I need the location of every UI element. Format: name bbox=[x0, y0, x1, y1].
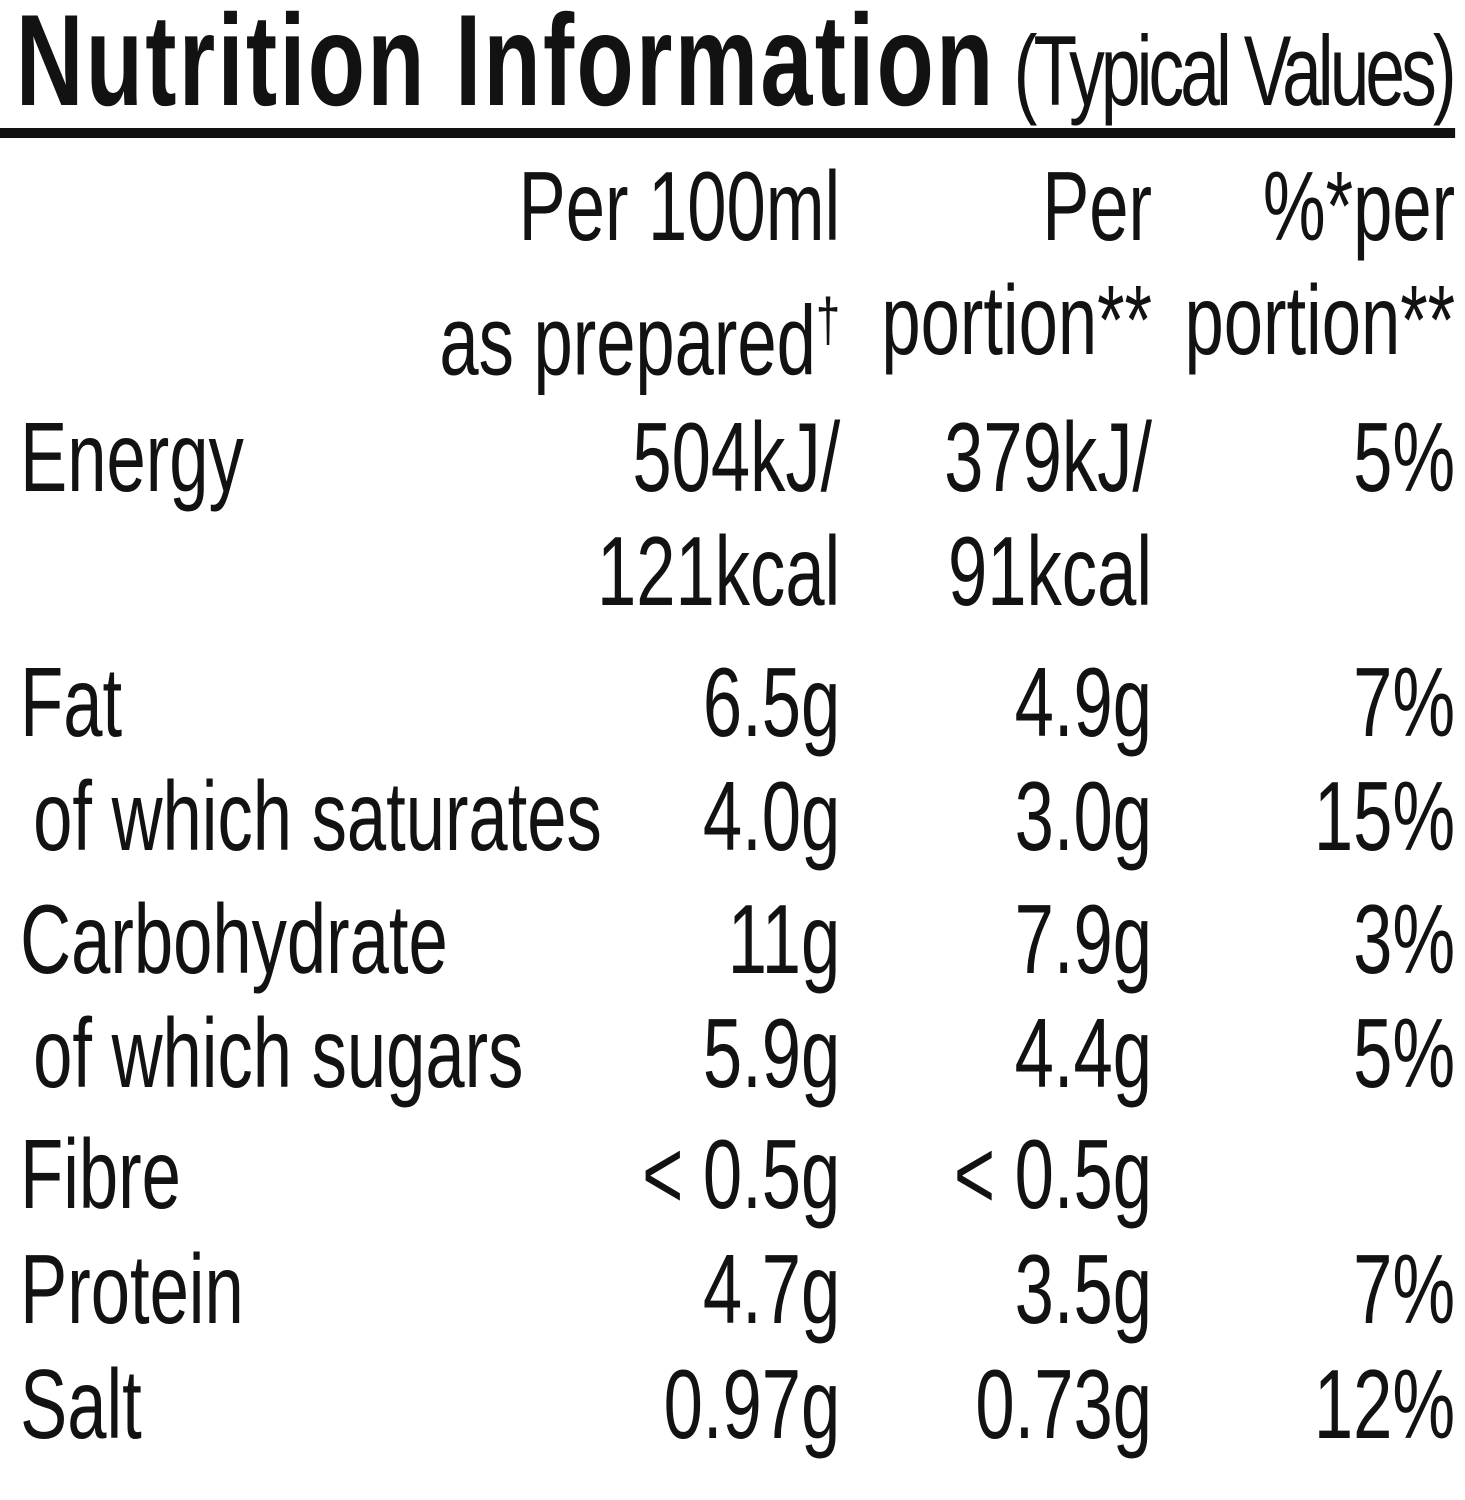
title-row: Nutrition Information (Typical Values) bbox=[0, 0, 1457, 133]
table-row-salt: Salt 0.97g 0.73g 12% bbox=[0, 1347, 1455, 1461]
value-percent: 3% bbox=[1353, 883, 1456, 994]
energy-kj-per-100ml: 504kJ/ bbox=[632, 401, 841, 512]
value-per-portion: 7.9g bbox=[1014, 883, 1152, 994]
value-per-portion: 3.5g bbox=[1014, 1233, 1152, 1344]
value-per-100ml: 5.9g bbox=[702, 997, 841, 1108]
value-percent: 7% bbox=[1353, 1233, 1456, 1344]
nutrient-sublabel: of which saturates bbox=[33, 760, 602, 871]
page-title: Nutrition Information bbox=[15, 0, 996, 133]
nutrient-label: Protein bbox=[20, 1233, 244, 1344]
column-header-per100ml-line2: as prepared† bbox=[439, 285, 841, 396]
dagger-mark: † bbox=[815, 286, 841, 354]
table-row-saturates: of which saturates 4.0g 3.0g 15% bbox=[0, 759, 1455, 873]
table-row-carbohydrate: Carbohydrate 11g 7.9g 3% bbox=[0, 882, 1455, 996]
value-per-100ml: 504kJ/ 121kcal bbox=[597, 400, 840, 628]
value-per-100ml: 11g bbox=[727, 883, 841, 994]
value-per-100ml: 4.7g bbox=[702, 1233, 841, 1344]
column-header-pct-portion: %*per portion** bbox=[1152, 149, 1455, 377]
value-per-100ml: < 0.5g bbox=[642, 1118, 841, 1229]
column-header-per-portion-line1: Per bbox=[1042, 151, 1152, 261]
value-per-portion: 379kJ/ 91kcal bbox=[840, 400, 1152, 628]
energy-kj-per-portion: 379kJ/ bbox=[944, 401, 1152, 512]
column-header-pct-portion-line1: %*per bbox=[1262, 151, 1456, 261]
table-row-protein: Protein 4.7g 3.5g 7% bbox=[0, 1232, 1455, 1346]
column-header-row: Per 100ml as prepared† Per portion** %*p… bbox=[0, 149, 1455, 398]
energy-kcal-per-100ml: 121kcal bbox=[597, 515, 841, 626]
nutrient-sublabel: of which sugars bbox=[33, 997, 524, 1108]
top-rule bbox=[0, 128, 1456, 138]
title-suffix: (Typical Values) bbox=[1013, 15, 1457, 126]
nutrient-label: Fat bbox=[20, 646, 123, 757]
value-per-100ml: 4.0g bbox=[702, 760, 841, 871]
energy-kcal-per-portion: 91kcal bbox=[948, 515, 1152, 626]
value-per-portion: < 0.5g bbox=[953, 1118, 1152, 1229]
column-header-per-portion-line2: portion** bbox=[881, 265, 1152, 375]
table-row-fat: Fat 6.5g 4.9g 7% bbox=[0, 645, 1455, 759]
value-percent: 5% bbox=[1353, 997, 1456, 1108]
value-percent: 15% bbox=[1313, 760, 1456, 871]
nutrient-label: Energy bbox=[20, 401, 244, 512]
column-header-per-portion: Per portion** bbox=[840, 149, 1152, 377]
table-row-sugars: of which sugars 5.9g 4.4g 5% bbox=[0, 996, 1455, 1110]
value-per-100ml: 0.97g bbox=[663, 1348, 841, 1459]
column-header-per100ml-line1: Per 100ml bbox=[518, 151, 841, 261]
value-percent: 7% bbox=[1353, 646, 1456, 757]
table-row-energy: Energy 504kJ/ 121kcal 379kJ/ 91kcal 5% bbox=[0, 400, 1455, 628]
value-per-portion: 4.4g bbox=[1014, 997, 1152, 1108]
value-per-portion: 3.0g bbox=[1014, 760, 1152, 871]
value-percent: 5% bbox=[1353, 401, 1456, 512]
nutrient-label: Carbohydrate bbox=[20, 883, 448, 994]
column-header-pct-portion-line2: portion** bbox=[1184, 265, 1456, 375]
nutrient-label: Salt bbox=[20, 1348, 142, 1459]
column-header-per100ml: Per 100ml as prepared† bbox=[439, 149, 840, 398]
value-per-portion: 4.9g bbox=[1014, 646, 1152, 757]
value-per-portion: 0.73g bbox=[975, 1348, 1152, 1459]
value-percent: 12% bbox=[1313, 1348, 1456, 1459]
value-per-100ml: 6.5g bbox=[702, 646, 841, 757]
nutrient-label: Fibre bbox=[20, 1118, 181, 1229]
table-row-fibre: Fibre < 0.5g < 0.5g bbox=[0, 1117, 1455, 1231]
